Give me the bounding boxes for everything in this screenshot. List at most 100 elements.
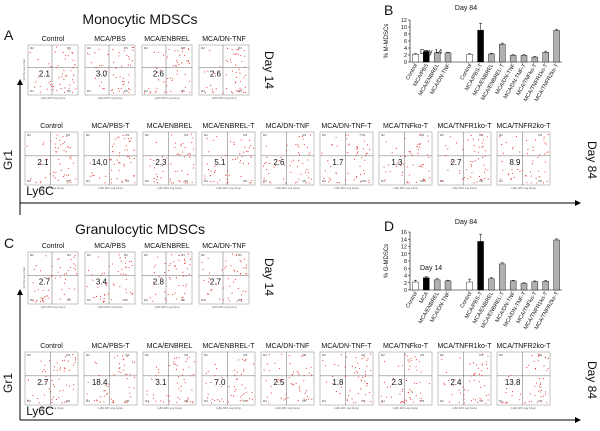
event-dot bbox=[188, 153, 190, 155]
event-dot bbox=[478, 373, 480, 376]
event-dot bbox=[176, 60, 178, 62]
event-dot bbox=[128, 56, 130, 58]
event-dot bbox=[189, 91, 191, 93]
event-dot bbox=[246, 273, 248, 275]
event-dot bbox=[472, 362, 474, 364]
event-dot bbox=[220, 156, 223, 159]
event-dot bbox=[248, 147, 250, 149]
event-dot bbox=[241, 384, 243, 386]
event-dot bbox=[370, 370, 372, 372]
event-dot bbox=[49, 80, 52, 82]
event-dot bbox=[219, 298, 221, 300]
event-dot bbox=[410, 359, 412, 361]
event-dot bbox=[521, 169, 523, 172]
event-dot bbox=[511, 172, 513, 175]
event-dot bbox=[398, 365, 400, 367]
event-dot bbox=[243, 151, 245, 153]
event-dot bbox=[444, 384, 446, 386]
event-dot bbox=[107, 293, 109, 295]
event-dot bbox=[356, 152, 358, 154]
event-dot bbox=[175, 357, 178, 359]
event-dot bbox=[211, 398, 213, 400]
event-dot bbox=[119, 76, 121, 78]
event-dot bbox=[176, 70, 178, 72]
row-label: Day 14 bbox=[262, 51, 276, 89]
plot-title: MCA/TNFR1ko-T bbox=[437, 123, 492, 130]
event-dot bbox=[244, 55, 246, 57]
event-dot bbox=[64, 401, 66, 403]
event-dot bbox=[185, 285, 187, 287]
event-dot bbox=[62, 51, 64, 53]
event-dot bbox=[131, 293, 133, 295]
event-dot bbox=[42, 142, 44, 144]
event-dot bbox=[51, 265, 53, 267]
event-dot bbox=[129, 88, 131, 91]
event-dot bbox=[128, 81, 130, 84]
event-dot bbox=[69, 385, 71, 387]
event-dot bbox=[113, 61, 115, 64]
event-dot bbox=[175, 268, 177, 270]
quadrant-label: R3 bbox=[124, 253, 128, 257]
event-dot bbox=[110, 89, 112, 91]
event-dot bbox=[162, 401, 164, 403]
event-dot bbox=[338, 182, 340, 184]
event-dot bbox=[59, 369, 61, 371]
event-dot bbox=[70, 259, 72, 261]
event-dot bbox=[415, 181, 417, 183]
event-dot bbox=[69, 369, 71, 371]
event-dot bbox=[474, 373, 476, 375]
event-dot bbox=[100, 298, 102, 300]
event-dot bbox=[59, 267, 61, 269]
event-dot bbox=[269, 181, 271, 183]
plot-axis-label: Ly6C APC Log Comp bbox=[39, 406, 64, 410]
event-dot bbox=[88, 269, 90, 272]
event-dot bbox=[116, 178, 118, 180]
event-dot bbox=[119, 363, 121, 365]
event-dot bbox=[544, 393, 547, 396]
event-dot bbox=[61, 289, 63, 291]
quadrant-label: R4 bbox=[440, 399, 444, 403]
event-dot bbox=[476, 364, 478, 366]
event-dot bbox=[118, 155, 120, 157]
event-dot bbox=[410, 390, 412, 392]
event-dot bbox=[517, 169, 519, 171]
event-dot bbox=[440, 180, 442, 182]
bar bbox=[477, 241, 484, 291]
event-dot bbox=[56, 46, 58, 48]
event-dot bbox=[184, 292, 186, 294]
event-dot bbox=[540, 401, 542, 403]
event-dot bbox=[395, 148, 397, 150]
event-dot bbox=[515, 136, 517, 138]
event-dot bbox=[408, 361, 410, 363]
event-dot bbox=[411, 391, 413, 393]
event-dot bbox=[128, 141, 130, 143]
event-dot bbox=[67, 269, 69, 272]
event-dot bbox=[191, 389, 193, 391]
event-dot bbox=[161, 165, 164, 167]
event-dot bbox=[476, 181, 478, 183]
event-dot bbox=[539, 391, 541, 393]
event-dot bbox=[94, 361, 96, 363]
event-dot bbox=[214, 379, 216, 381]
event-dot bbox=[537, 360, 539, 362]
quadrant-label: R5 bbox=[243, 179, 247, 183]
event-dot bbox=[68, 288, 70, 290]
bar bbox=[433, 52, 441, 63]
event-dot bbox=[420, 165, 422, 167]
quadrant-label: R5 bbox=[479, 399, 483, 403]
event-dot bbox=[241, 394, 243, 396]
event-dot bbox=[206, 163, 208, 165]
event-dot bbox=[168, 395, 170, 397]
event-dot bbox=[506, 388, 508, 390]
event-dot bbox=[384, 361, 386, 363]
event-dot bbox=[67, 174, 70, 176]
event-dot bbox=[242, 267, 244, 269]
event-dot bbox=[392, 377, 394, 380]
event-dot bbox=[48, 297, 50, 299]
quadrant-label: R4 bbox=[145, 179, 149, 183]
event-dot bbox=[74, 264, 76, 266]
event-dot bbox=[222, 400, 224, 403]
bar bbox=[542, 281, 549, 291]
event-dot bbox=[180, 390, 182, 392]
quadrant-label: R3 bbox=[125, 133, 129, 137]
